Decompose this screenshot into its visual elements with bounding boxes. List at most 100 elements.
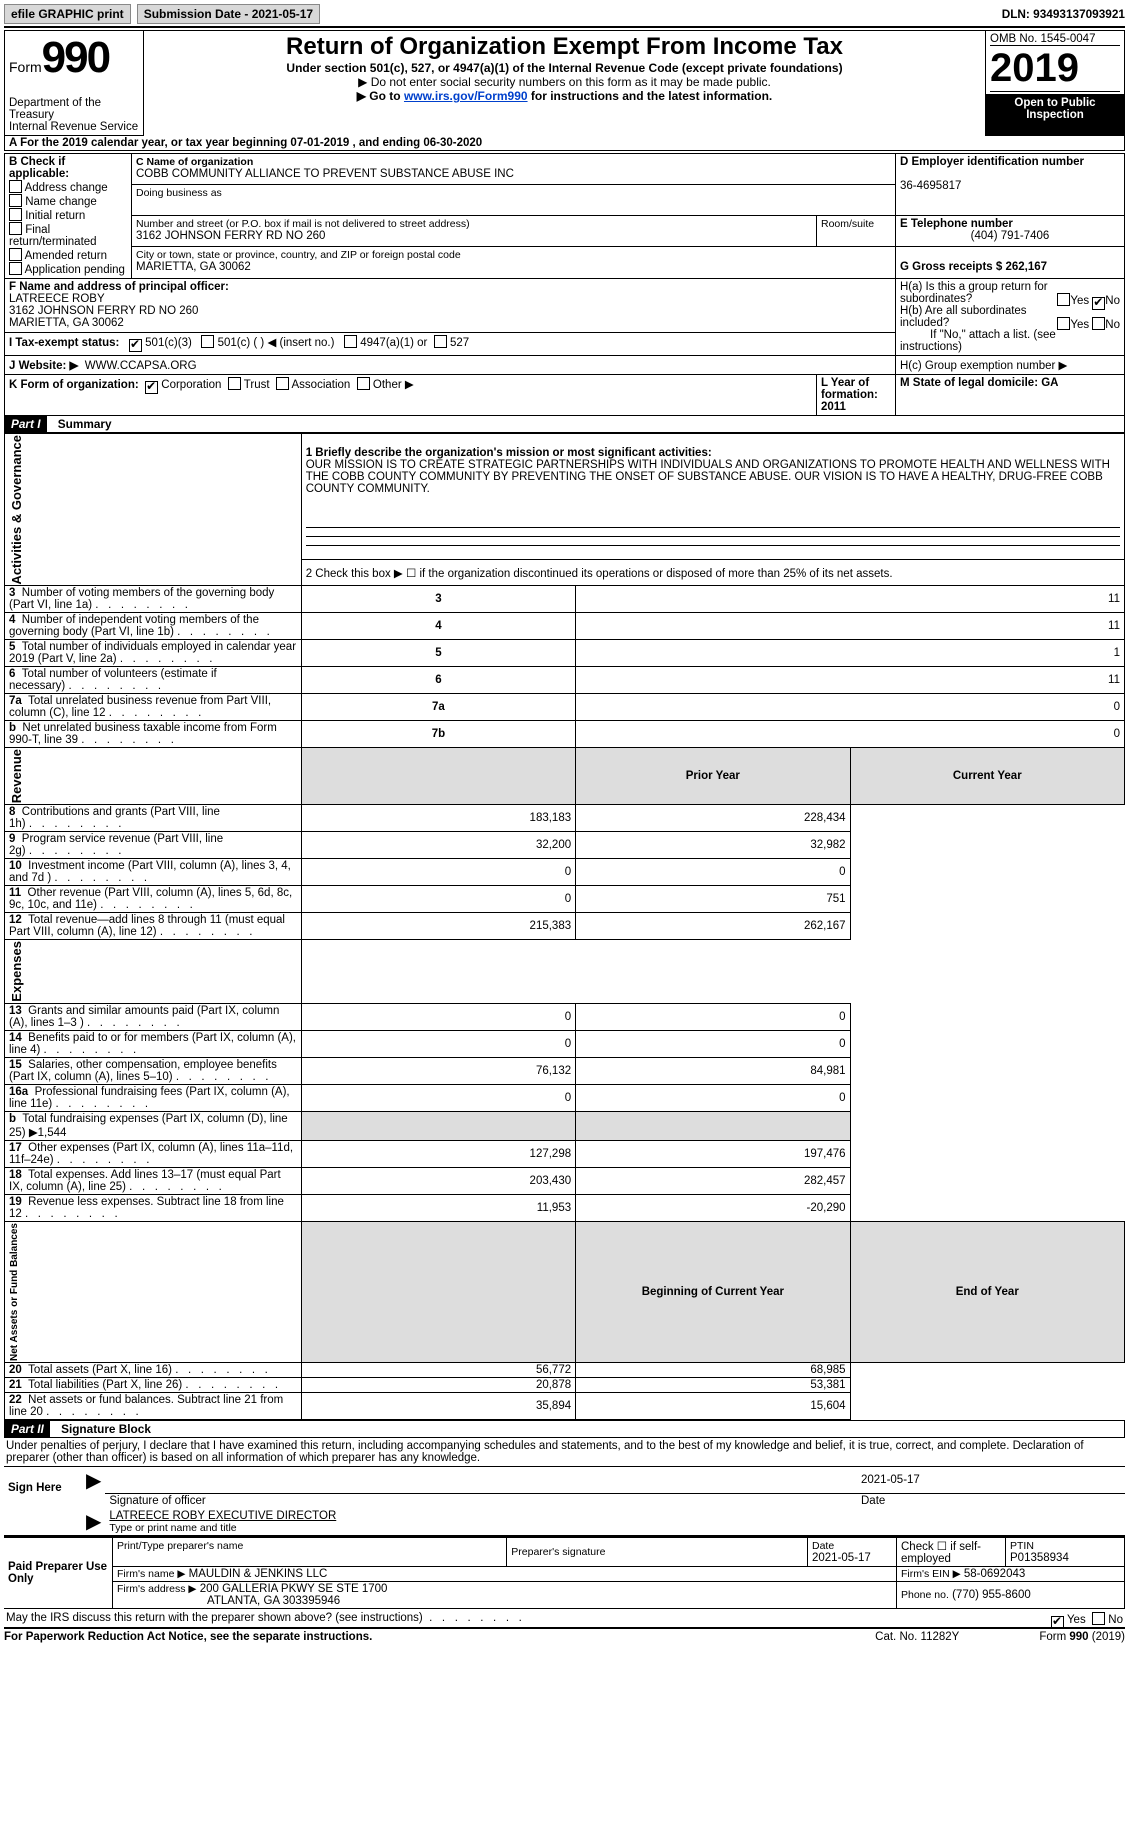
vert-rev: Revenue [9, 749, 24, 803]
box-b-item: Application pending [25, 264, 125, 276]
chk-corp[interactable] [145, 381, 158, 394]
part2-header: Part II [5, 1421, 50, 1437]
officer-addr2: MARIETTA, GA 30062 [9, 317, 124, 329]
form-title: Return of Organization Exempt From Incom… [148, 33, 981, 61]
open-inspection: Open to Public Inspection [986, 95, 1125, 136]
form-label: Form990 [9, 33, 139, 83]
phone-label: E Telephone number [900, 218, 1013, 230]
dba-label: Doing business as [136, 187, 222, 199]
website-label: J Website: ▶ [9, 360, 78, 372]
firm-name: MAULDIN & JENKINS LLC [189, 1568, 328, 1580]
col-curr: Current Year [850, 748, 1124, 805]
box-b-check[interactable] [9, 180, 22, 193]
hb-note: If "No," attach a list. (see instruction… [900, 329, 1056, 353]
phone-value: (404) 791-7406 [900, 230, 1120, 242]
dln: DLN: 93493137093921 [1002, 7, 1125, 21]
line1-text: OUR MISSION IS TO CREATE STRATEGIC PARTN… [306, 459, 1110, 495]
firm-ein: 58-0692043 [964, 1568, 1025, 1580]
website-value: WWW.CCAPSA.ORG [85, 360, 197, 372]
sign-here-table: Sign Here ▶ 2021-05-17 Signature of offi… [4, 1467, 1125, 1536]
city-label: City or town, state or province, country… [136, 249, 461, 261]
chk-501c[interactable] [201, 335, 214, 348]
line2: 2 Check this box ▶ ☐ if the organization… [301, 560, 1124, 586]
hb-yes[interactable] [1057, 317, 1070, 330]
paperwork-notice: For Paperwork Reduction Act Notice, see … [4, 1631, 372, 1643]
omb: OMB No. 1545-0047 [990, 33, 1120, 45]
note-ssn: ▶ Do not enter social security numbers o… [148, 75, 981, 89]
part2-title: Signature Block [53, 1422, 151, 1436]
box-c-label: C Name of organization [136, 156, 253, 168]
dept-treasury: Department of the TreasuryInternal Reven… [5, 95, 144, 136]
header-table: Form990 Return of Organization Exempt Fr… [4, 30, 1125, 136]
col-beg: Beginning of Current Year [576, 1221, 850, 1362]
discuss-no[interactable] [1092, 1612, 1105, 1625]
instructions-link[interactable]: www.irs.gov/Form990 [404, 89, 528, 103]
box-l: L Year of formation: 2011 [821, 377, 878, 413]
discuss-yes[interactable] [1051, 1616, 1064, 1629]
officer-addr1: 3162 JOHNSON FERRY RD NO 260 [9, 305, 198, 317]
part1-title: Summary [50, 417, 112, 431]
box-b-item: Initial return [25, 210, 85, 222]
sign-date: 2021-05-17 [857, 1467, 1125, 1494]
chk-527[interactable] [434, 335, 447, 348]
ha-yes[interactable] [1057, 293, 1070, 306]
box-b-item: Amended return [25, 250, 107, 262]
cat-no: Cat. No. 11282Y [875, 1631, 959, 1643]
vert-gov: Activities & Governance [9, 435, 24, 585]
ein-label: D Employer identification number [900, 156, 1084, 168]
part1-table: Activities & Governance 1 Briefly descri… [4, 433, 1125, 1420]
col-prior: Prior Year [576, 748, 850, 805]
chk-trust[interactable] [228, 377, 241, 390]
chk-4947[interactable] [344, 335, 357, 348]
ptin-value: P01358934 [1010, 1552, 1069, 1564]
hc-label: H(c) Group exemption number ▶ [900, 360, 1067, 372]
ein-value: 36-4695817 [900, 180, 961, 192]
box-k-label: K Form of organization: [9, 379, 139, 391]
room-label: Room/suite [821, 218, 874, 230]
box-b-item: Final return/terminated [9, 224, 97, 248]
discuss-irs: May the IRS discuss this return with the… [6, 1612, 423, 1624]
box-b-item: Name change [25, 196, 97, 208]
firm-addr1: 200 GALLERIA PKWY SE STE 1700 [200, 1583, 388, 1595]
col-end: End of Year [850, 1221, 1124, 1362]
chk-assoc[interactable] [276, 377, 289, 390]
part1-header: Part I [5, 416, 47, 432]
vert-exp: Expenses [9, 941, 24, 1002]
form-subtitle: Under section 501(c), 527, or 4947(a)(1)… [148, 61, 981, 75]
sig-officer-label: Signature of officer [105, 1494, 857, 1509]
tax-year: 2019 [990, 45, 1120, 92]
officer-type-label: Type or print name and title [109, 1522, 236, 1534]
period-line: A For the 2019 calendar year, or tax yea… [4, 136, 1125, 151]
chk-other[interactable] [357, 377, 370, 390]
info-grid: B Check if applicable: Address change Na… [4, 153, 1125, 416]
chk-501c3[interactable] [129, 339, 142, 352]
line1-label: 1 Briefly describe the organization's mi… [306, 447, 712, 459]
hb-no[interactable] [1092, 317, 1105, 330]
hb-label: H(b) Are all subordinates included? [900, 305, 1027, 329]
vert-net: Net Assets or Fund Balances [9, 1223, 20, 1361]
ha-label: H(a) Is this a group return for subordin… [900, 281, 1048, 305]
firm-addr2: ATLANTA, GA 303395946 [117, 1595, 340, 1607]
submission-date-button[interactable]: Submission Date - 2021-05-17 [137, 4, 320, 24]
tax-exempt-label: I Tax-exempt status: [9, 337, 119, 349]
efile-print-button[interactable]: efile GRAPHIC print [4, 4, 131, 24]
ha-no[interactable] [1092, 297, 1105, 310]
box-b-item: Address change [25, 182, 108, 194]
box-b-check[interactable] [9, 222, 22, 235]
gross-receipts: G Gross receipts $ 262,167 [900, 261, 1047, 273]
box-b-check[interactable] [9, 208, 22, 221]
officer-name: LATREECE ROBY [9, 293, 105, 305]
street-label: Number and street (or P.O. box if mail i… [136, 218, 470, 230]
box-b-check[interactable] [9, 248, 22, 261]
box-b-check[interactable] [9, 262, 22, 275]
firm-phone: (770) 955-8600 [952, 1589, 1031, 1601]
box-b-label: B Check if applicable: [9, 156, 69, 180]
street-value: 3162 JOHNSON FERRY RD NO 260 [136, 230, 325, 242]
org-name: COBB COMMUNITY ALLIANCE TO PREVENT SUBST… [136, 168, 514, 180]
box-b-check[interactable] [9, 194, 22, 207]
paid-preparer-table: Paid Preparer Use Only Print/Type prepar… [4, 1535, 1125, 1609]
check-self-employed[interactable]: Check ☐ if self-employed [897, 1537, 1006, 1567]
sign-here-label: Sign Here [4, 1467, 82, 1509]
perjury-decl: Under penalties of perjury, I declare th… [4, 1438, 1125, 1467]
city-value: MARIETTA, GA 30062 [136, 261, 251, 273]
